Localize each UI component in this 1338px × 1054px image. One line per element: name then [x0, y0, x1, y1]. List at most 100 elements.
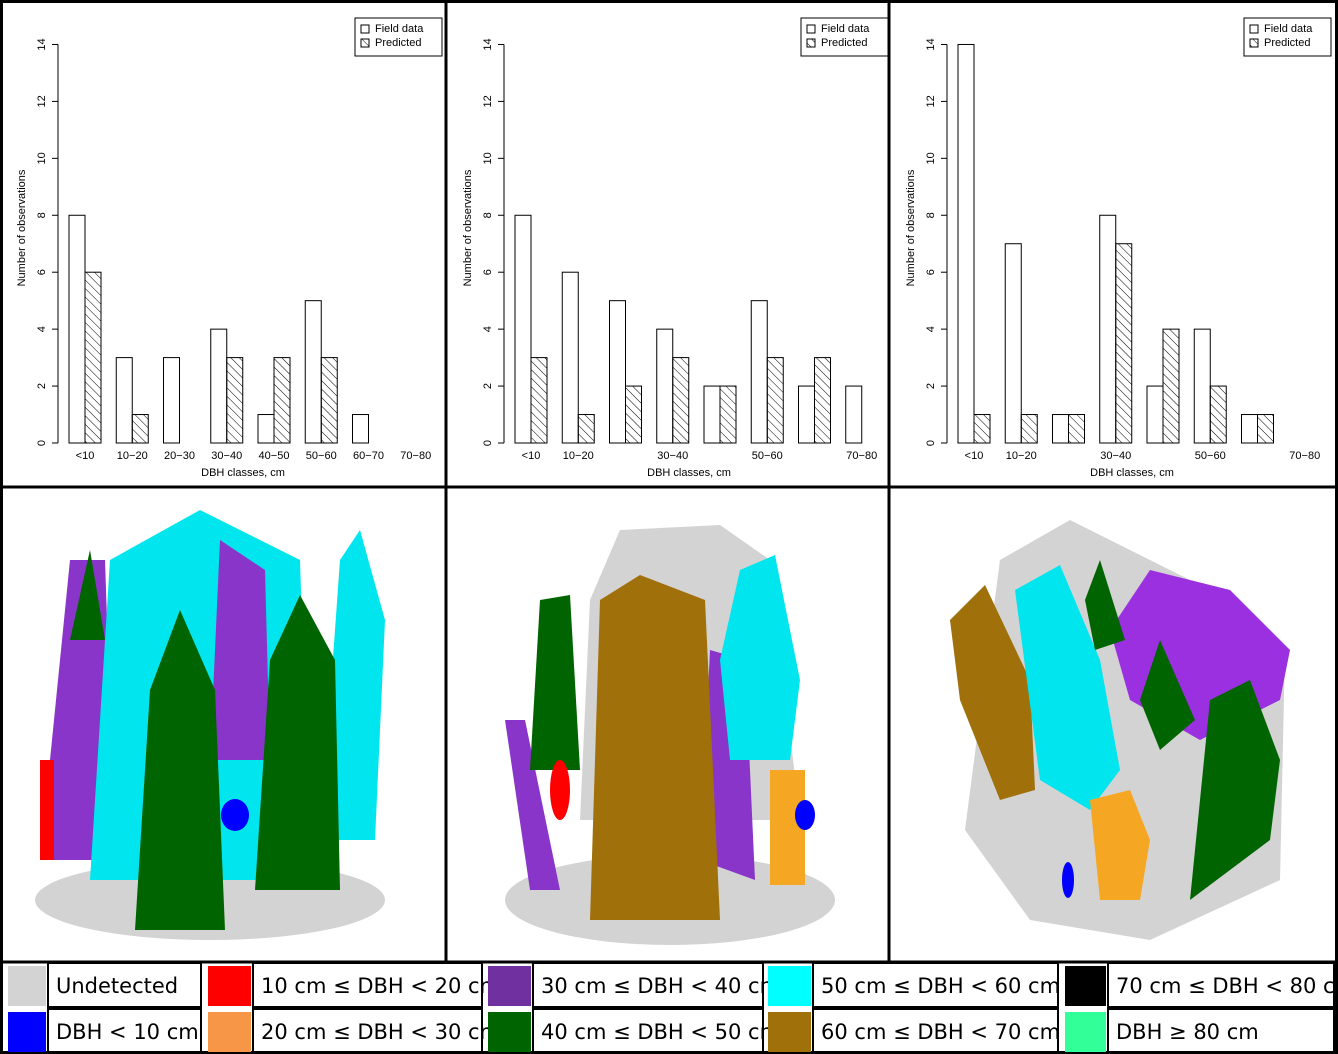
legend-swatch	[1065, 966, 1106, 1006]
y-tick-label: 14	[36, 38, 48, 50]
x-tick-label: 20−30	[164, 450, 195, 462]
bar	[1052, 414, 1069, 444]
bar	[1209, 385, 1227, 444]
bar	[814, 357, 831, 444]
bar	[1193, 328, 1211, 444]
y-tick-label: 14	[482, 38, 494, 50]
x-axis-label: DBH classes, cm	[1090, 467, 1174, 479]
legend-box	[800, 17, 889, 57]
bar	[577, 414, 595, 444]
bar	[131, 414, 149, 444]
bar	[672, 357, 690, 444]
x-tick-label: 50−60	[752, 450, 783, 462]
y-axis-label: Number of observations	[462, 169, 474, 286]
legend-swatch	[1065, 1012, 1106, 1052]
y-tick-label: 2	[36, 383, 48, 389]
bar	[973, 414, 991, 444]
legend-swatch	[8, 1012, 46, 1052]
x-tick-label: 30−40	[1100, 450, 1131, 462]
legend-swatch	[806, 38, 816, 48]
legend-label: Field data	[1264, 23, 1313, 35]
legend-swatch	[360, 38, 370, 48]
x-tick-label: <10	[965, 450, 984, 462]
legend-swatch	[768, 966, 811, 1006]
bar	[514, 214, 532, 444]
x-tick-label: <10	[76, 450, 95, 462]
legend-cell	[252, 962, 483, 1008]
bar	[719, 385, 737, 444]
x-tick-label: 10−20	[563, 450, 594, 462]
legend-label: 50 cm ≤ DBH < 60 cm	[821, 974, 1060, 998]
x-tick-label: 70−80	[1289, 450, 1320, 462]
x-tick-label: 10−20	[117, 450, 148, 462]
legend-cell	[812, 1008, 1059, 1054]
point-clouds	[35, 510, 1290, 945]
legend-label: Predicted	[1264, 37, 1310, 49]
y-tick-label: 8	[482, 212, 494, 218]
legend-label: Field data	[375, 23, 424, 35]
bar	[957, 43, 975, 444]
bar	[257, 414, 275, 444]
legend-label: Field data	[821, 23, 870, 35]
bar	[1068, 414, 1085, 444]
bar	[845, 385, 863, 444]
legend-box	[354, 17, 443, 57]
legend-label: DBH < 10 cm	[56, 1020, 199, 1044]
y-tick-label: 2	[482, 383, 494, 389]
bar	[1004, 243, 1022, 444]
legend-label: Predicted	[821, 37, 867, 49]
x-tick-label: 50−60	[1195, 450, 1226, 462]
legend-label: 60 cm ≤ DBH < 70 cm	[821, 1020, 1060, 1044]
x-tick-label: 70−80	[400, 450, 431, 462]
bar	[703, 385, 721, 444]
bar	[273, 357, 291, 444]
bar	[84, 271, 102, 444]
legend-cell	[532, 1008, 764, 1054]
legend-cell	[47, 1008, 202, 1054]
bar	[304, 300, 322, 444]
bar	[530, 357, 548, 444]
y-tick-label: 14	[925, 38, 937, 50]
legend-swatch	[806, 24, 816, 34]
bar	[1162, 328, 1180, 444]
y-tick-label: 4	[482, 326, 494, 332]
x-tick-label: 70−80	[846, 450, 877, 462]
x-axis-label: DBH classes, cm	[647, 467, 731, 479]
y-tick-label: 0	[925, 440, 937, 446]
y-axis-label: Number of observations	[16, 169, 28, 286]
legend-cell	[47, 962, 202, 1008]
y-tick-label: 10	[36, 152, 48, 164]
legend-label: 30 cm ≤ DBH < 40 cm	[541, 974, 780, 998]
x-tick-label: 10−20	[1006, 450, 1037, 462]
y-tick-label: 6	[482, 269, 494, 275]
legend-cell	[1107, 962, 1335, 1008]
y-tick-label: 12	[36, 95, 48, 107]
y-axis-label: Number of observations	[905, 169, 917, 286]
y-tick-label: 4	[36, 326, 48, 332]
x-tick-label: 30−40	[657, 450, 688, 462]
bar	[561, 271, 579, 444]
y-tick-label: 10	[925, 152, 937, 164]
legend-swatch	[360, 24, 370, 34]
y-tick-label: 12	[482, 95, 494, 107]
y-tick-label: 8	[925, 212, 937, 218]
bar	[766, 357, 784, 444]
y-tick-label: 2	[925, 383, 937, 389]
x-tick-label: 30−40	[211, 450, 242, 462]
bar	[750, 300, 768, 444]
bar	[1020, 414, 1038, 444]
legend-cell	[1107, 1008, 1335, 1054]
bar	[320, 357, 338, 444]
bar	[210, 328, 228, 444]
bar	[163, 357, 180, 444]
legend-cell	[812, 962, 1059, 1008]
x-axis-label: DBH classes, cm	[201, 467, 285, 479]
legend-swatch	[1249, 38, 1259, 48]
bar	[656, 328, 674, 444]
legend-label: 70 cm ≤ DBH < 80 cm	[1116, 974, 1338, 998]
x-tick-label: 50−60	[306, 450, 337, 462]
legend-label: 20 cm ≤ DBH < 30 cm	[261, 1020, 500, 1044]
bar	[226, 357, 244, 444]
legend-box	[1243, 17, 1332, 57]
bar	[115, 357, 133, 444]
